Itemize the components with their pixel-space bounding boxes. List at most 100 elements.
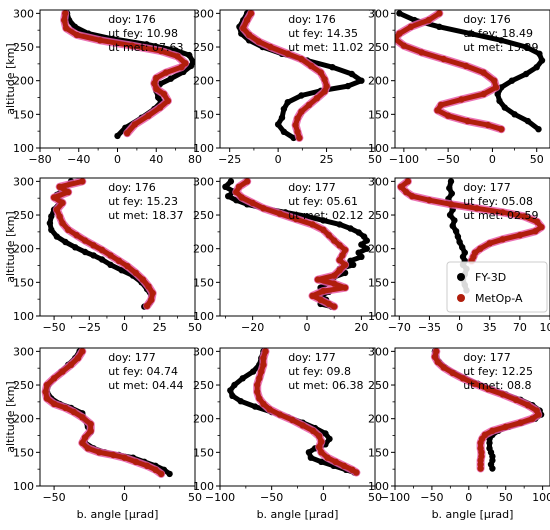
data-point xyxy=(529,415,536,422)
data-point xyxy=(307,62,315,70)
data-point xyxy=(499,391,506,398)
data-point xyxy=(145,283,152,290)
data-point xyxy=(90,242,97,249)
data-point xyxy=(533,63,540,71)
y-tick-label: 250 xyxy=(368,41,389,54)
data-point xyxy=(480,90,487,98)
x-axis-label: b. angle [μrad] xyxy=(432,508,514,521)
data-point xyxy=(433,348,440,355)
x-tick-label: −50 xyxy=(420,491,443,504)
data-point xyxy=(341,261,349,268)
data-point xyxy=(459,375,467,382)
data-point xyxy=(318,438,325,445)
x-tick-label: 50 xyxy=(188,491,202,504)
x-tick-label: −50 xyxy=(42,491,65,504)
data-point xyxy=(358,253,365,260)
data-point xyxy=(436,10,443,17)
y-tick-label: 200 xyxy=(193,75,214,88)
y-tick-label: 250 xyxy=(13,41,34,54)
axes-frame xyxy=(39,347,196,487)
x-tick-label: 80 xyxy=(188,153,202,166)
data-point xyxy=(255,38,262,45)
data-point xyxy=(516,232,524,239)
y-tick-label: 300 xyxy=(193,7,214,20)
data-point xyxy=(491,77,498,84)
data-point xyxy=(299,422,306,429)
data-point xyxy=(84,445,92,452)
panel-annotation: ut met: 08.8 xyxy=(463,379,531,392)
x-tick-label: −40 xyxy=(67,153,90,166)
y-tick-label: 150 xyxy=(368,446,389,459)
y-tick-label: 250 xyxy=(193,209,214,222)
data-point xyxy=(296,134,303,142)
y-tick-label: 250 xyxy=(13,379,34,392)
data-point xyxy=(484,121,492,129)
y-tick-label: 300 xyxy=(193,175,214,188)
data-point xyxy=(267,43,274,51)
panel-8: −100 −50 0 50 100 150 200 250 300 b. angle [μrad]… xyxy=(193,345,382,521)
data-point xyxy=(446,211,454,219)
data-point xyxy=(50,400,58,408)
panel-annotation: ut fey: 14.35 xyxy=(288,27,358,40)
axes-frame xyxy=(394,9,550,149)
y-tick-label: 300 xyxy=(368,175,389,188)
data-point xyxy=(280,128,288,135)
data-point xyxy=(43,395,51,402)
data-point xyxy=(298,92,305,99)
data-point xyxy=(336,221,343,228)
data-point xyxy=(314,276,322,283)
series-metop-a xyxy=(397,178,546,265)
data-point xyxy=(178,63,185,71)
data-point xyxy=(340,462,348,469)
data-point xyxy=(81,434,89,441)
panel-annotation: doy: 177 xyxy=(288,351,336,364)
panel-annotation: ut fey: 18.49 xyxy=(463,27,533,40)
data-point xyxy=(152,466,159,473)
data-point xyxy=(538,57,546,64)
data-point xyxy=(222,183,229,190)
y-tick-label: 300 xyxy=(13,175,34,188)
data-point xyxy=(87,420,94,428)
data-point xyxy=(322,430,329,437)
data-point xyxy=(517,419,524,426)
data-point xyxy=(325,232,332,239)
data-point xyxy=(316,433,323,440)
data-point xyxy=(355,229,362,236)
data-point xyxy=(425,16,432,24)
panel-annotation: ut met: 02.59 xyxy=(463,209,538,222)
data-point xyxy=(347,225,354,232)
data-point xyxy=(43,381,51,389)
data-point xyxy=(50,375,58,382)
data-point xyxy=(124,263,131,270)
data-point xyxy=(59,368,66,375)
panel-annotation: doy: 177 xyxy=(463,181,511,194)
x-tick-label: 0 xyxy=(121,491,128,504)
data-point xyxy=(309,427,317,434)
y-tick-label: 150 xyxy=(13,446,34,459)
data-point xyxy=(256,375,263,382)
data-point xyxy=(239,375,246,382)
legend-label: FY-3D xyxy=(475,271,506,284)
data-point xyxy=(292,215,300,223)
data-point xyxy=(187,62,195,70)
axes-frame xyxy=(394,177,550,317)
panel-annotation: doy: 176 xyxy=(288,13,336,26)
data-point xyxy=(499,209,506,216)
data-point xyxy=(313,95,321,102)
x-tick-label: 0 xyxy=(320,491,327,504)
data-point xyxy=(363,245,370,252)
panel-annotation: ut fey: 12.25 xyxy=(463,365,533,378)
data-point xyxy=(254,388,261,395)
data-point xyxy=(454,233,462,240)
data-point xyxy=(292,121,299,129)
data-point xyxy=(317,296,324,303)
data-point xyxy=(53,233,61,240)
data-point xyxy=(56,213,63,220)
data-point xyxy=(278,114,286,121)
data-point xyxy=(447,178,455,185)
data-point xyxy=(309,292,316,299)
data-point xyxy=(331,280,338,287)
x-tick-label: 50 xyxy=(368,491,382,504)
x-tick-label: −35 xyxy=(418,321,441,334)
